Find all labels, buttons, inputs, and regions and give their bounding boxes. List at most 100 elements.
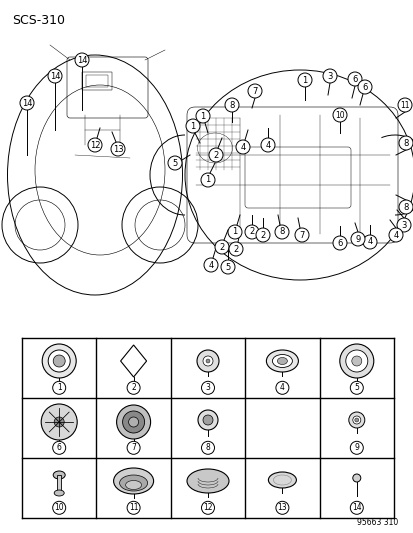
Bar [57,475,61,493]
Circle shape [206,359,209,363]
Circle shape [127,502,140,514]
Circle shape [351,356,361,366]
Ellipse shape [53,471,65,479]
Circle shape [52,502,66,514]
Circle shape [345,350,367,372]
Text: 1: 1 [205,175,210,184]
Ellipse shape [272,354,292,367]
Text: 14: 14 [351,503,361,512]
Circle shape [75,53,89,67]
Text: 2: 2 [219,243,224,252]
Circle shape [127,441,140,454]
Circle shape [347,72,361,86]
Circle shape [274,225,288,239]
Circle shape [201,381,214,394]
Text: 8: 8 [229,101,234,109]
Text: 4: 4 [279,383,284,392]
Circle shape [221,260,235,274]
Circle shape [42,344,76,378]
Circle shape [398,136,412,150]
Circle shape [255,228,269,242]
Circle shape [128,417,138,427]
Circle shape [48,350,70,372]
Text: 9: 9 [354,443,358,453]
Text: 11: 11 [399,101,409,109]
Circle shape [275,381,288,394]
Circle shape [260,138,274,152]
Circle shape [352,474,360,482]
Ellipse shape [113,468,153,494]
Circle shape [388,228,402,242]
Text: 5: 5 [225,262,230,271]
Text: 13: 13 [112,144,123,154]
Circle shape [349,381,363,394]
Text: 2: 2 [213,150,218,159]
Circle shape [20,96,34,110]
Ellipse shape [54,490,64,496]
Bar [86,75,108,87]
Text: 8: 8 [402,203,408,212]
Text: 2: 2 [260,230,265,239]
Circle shape [294,228,308,242]
Circle shape [350,232,364,246]
Circle shape [362,235,376,249]
Circle shape [297,73,311,87]
Circle shape [168,156,182,170]
Text: 7: 7 [131,443,136,453]
Circle shape [228,242,242,256]
Text: 4: 4 [265,141,270,149]
Text: 7: 7 [252,86,257,95]
Text: 6: 6 [337,238,342,247]
Ellipse shape [119,475,147,491]
Text: 3: 3 [205,383,210,392]
Circle shape [224,98,238,112]
Circle shape [357,80,371,94]
Circle shape [202,415,212,425]
Circle shape [197,410,218,430]
Circle shape [52,381,66,394]
Text: 14: 14 [22,99,32,108]
Circle shape [349,441,363,454]
Circle shape [197,350,218,372]
Circle shape [111,142,125,156]
Circle shape [202,356,212,366]
Text: 3: 3 [400,221,406,230]
Circle shape [398,200,412,214]
Circle shape [214,240,228,254]
Text: 2: 2 [249,228,254,237]
Text: 6: 6 [361,83,367,92]
Text: 1: 1 [190,122,195,131]
Text: 1: 1 [57,383,62,392]
Circle shape [349,502,363,514]
Text: 7: 7 [299,230,304,239]
Text: 6: 6 [351,75,357,84]
Circle shape [53,355,65,367]
Text: 8: 8 [402,139,408,148]
Text: 12: 12 [203,503,212,512]
Text: 5: 5 [172,158,177,167]
Circle shape [228,225,242,239]
Text: 4: 4 [208,261,213,270]
Text: 8: 8 [279,228,284,237]
Circle shape [396,218,410,232]
Circle shape [339,344,373,378]
Circle shape [204,258,218,272]
Circle shape [275,502,288,514]
Text: 4: 4 [392,230,398,239]
Circle shape [247,84,261,98]
Circle shape [201,173,214,187]
Text: 8: 8 [205,443,210,453]
Circle shape [88,138,102,152]
Text: SCS-310: SCS-310 [12,14,65,27]
Circle shape [354,418,358,422]
Circle shape [116,405,150,439]
Circle shape [332,236,346,250]
Text: 3: 3 [327,71,332,80]
Text: 10: 10 [335,110,344,119]
Circle shape [201,502,214,514]
Text: 11: 11 [128,503,138,512]
Text: 9: 9 [354,235,360,244]
Circle shape [397,98,411,112]
Circle shape [332,108,346,122]
Text: 2: 2 [131,383,135,392]
